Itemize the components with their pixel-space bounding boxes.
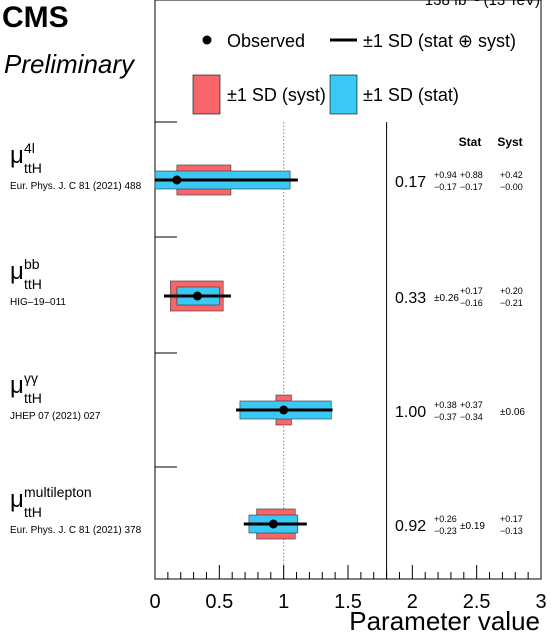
stat-uncertainty-down: −0.34 — [460, 412, 483, 422]
poi-label: μ — [10, 486, 24, 513]
poi-value: 1.00 — [395, 404, 426, 421]
syst-uncertainty-down: −0.13 — [500, 526, 523, 536]
syst-uncertainty-up: +0.42 — [500, 170, 523, 180]
poi-subscript: ttH — [24, 390, 42, 406]
lumi-label: 138 fb⁻¹ (13 TeV) — [425, 0, 540, 9]
poi-subscript: ttH — [24, 504, 42, 520]
total-uncertainty: ±0.26 — [434, 293, 459, 304]
poi-superscript: γγ — [24, 370, 38, 386]
experiment-label: CMS — [2, 1, 69, 34]
observed-point — [268, 519, 278, 529]
poi-value: 0.92 — [395, 518, 426, 535]
column-header-stat: Stat — [459, 135, 482, 149]
stat-uncertainty-down: −0.16 — [460, 298, 483, 308]
stat-uncertainty-down: −0.17 — [460, 182, 483, 192]
poi-label: μ — [10, 372, 24, 399]
x-tick-label: 1 — [278, 591, 289, 613]
x-tick-label: 2.5 — [463, 591, 491, 613]
stat-uncertainty: ±0.19 — [460, 521, 485, 532]
x-tick-label: 0 — [149, 591, 160, 613]
poi-value: 0.33 — [395, 290, 426, 307]
observed-point — [279, 405, 289, 415]
stat-uncertainty-up: +0.17 — [460, 286, 483, 296]
poi-superscript: 4l — [24, 140, 35, 156]
total-uncertainty-up: +0.94 — [434, 170, 457, 180]
x-tick-label: 2 — [407, 591, 418, 613]
x-tick-label: 1.5 — [334, 591, 362, 613]
legend-observed-label: Observed — [227, 31, 305, 51]
column-header-syst: Syst — [497, 135, 522, 149]
poi-label: μ — [10, 142, 24, 169]
status-label: Preliminary — [4, 49, 136, 79]
total-uncertainty-down: −0.37 — [434, 412, 457, 422]
poi-subscript: ttH — [24, 276, 42, 292]
x-tick-label: 0.5 — [205, 591, 233, 613]
poi-superscript: bb — [24, 256, 40, 272]
x-axis-title: Parameter value — [349, 606, 540, 635]
total-uncertainty-up: +0.38 — [434, 400, 457, 410]
total-uncertainty-down: −0.17 — [434, 182, 457, 192]
observed-point — [192, 291, 202, 301]
total-uncertainty-up: +0.26 — [434, 514, 457, 524]
stat-uncertainty-up: +0.88 — [460, 170, 483, 180]
poi-value: 0.17 — [395, 174, 426, 191]
poi-reference: JHEP 07 (2021) 027 — [10, 411, 101, 422]
syst-uncertainty: ±0.06 — [500, 407, 525, 418]
poi-superscript: multilepton — [24, 484, 92, 500]
legend-observed-marker — [202, 35, 212, 45]
stat-uncertainty-up: +0.37 — [460, 400, 483, 410]
total-uncertainty-down: −0.23 — [434, 526, 457, 536]
legend-total-label: ±1 SD (stat ⊕ syst) — [363, 31, 516, 51]
syst-uncertainty-up: +0.17 — [500, 514, 523, 524]
legend-syst-swatch — [192, 74, 221, 115]
poi-reference: Eur. Phys. J. C 81 (2021) 488 — [10, 181, 142, 192]
legend-stat-swatch — [329, 74, 358, 115]
legend-syst-label: ±1 SD (syst) — [227, 85, 326, 105]
poi-subscript: ttH — [24, 160, 42, 176]
poi-reference: HIG–19–011 — [10, 297, 66, 308]
observed-point — [172, 175, 182, 185]
legend-stat-label: ±1 SD (stat) — [363, 85, 459, 105]
syst-uncertainty-down: −0.21 — [500, 298, 523, 308]
syst-uncertainty-up: +0.20 — [500, 286, 523, 296]
poi-reference: Eur. Phys. J. C 81 (2021) 378 — [10, 525, 142, 536]
x-tick-label: 3 — [535, 591, 546, 613]
syst-uncertainty-down: −0.00 — [500, 182, 523, 192]
poi-label: μ — [10, 258, 24, 285]
